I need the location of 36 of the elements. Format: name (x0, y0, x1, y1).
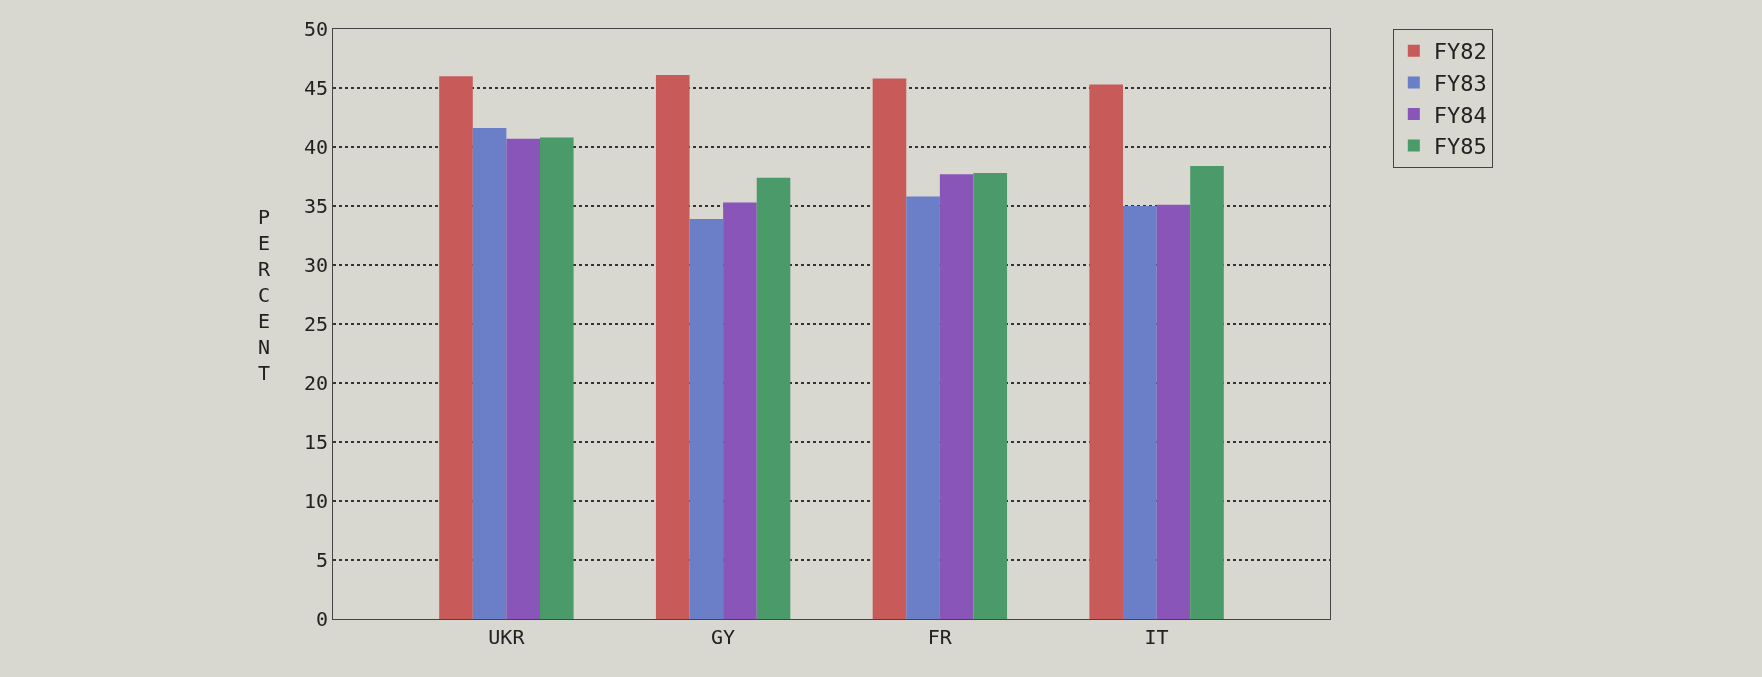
y-tick-label: 5 (315, 548, 328, 572)
y-tick-label: 45 (303, 76, 328, 100)
x-tick-label: UKR (488, 625, 526, 649)
legend-label: FY83 (1433, 70, 1487, 96)
bar (1156, 204, 1191, 619)
bar (1123, 206, 1157, 619)
bar (756, 177, 791, 619)
bar (906, 196, 940, 619)
bar (973, 172, 1008, 619)
bar (439, 76, 473, 619)
legend-label: FY85 (1433, 134, 1487, 160)
bar (939, 174, 974, 619)
bar (472, 128, 507, 619)
y-tick-label: 10 (303, 489, 328, 513)
legend-label: FY82 (1433, 39, 1487, 65)
bar (539, 137, 574, 619)
y-tick-label: 0 (315, 607, 328, 631)
y-tick-label: 40 (303, 135, 328, 159)
bar (1190, 165, 1224, 619)
bar (1089, 84, 1124, 619)
y-tick-label: 25 (303, 312, 328, 336)
legend-label: FY84 (1433, 102, 1487, 128)
bar (506, 138, 540, 619)
y-tick-label: 50 (303, 17, 328, 41)
x-tick-label: GY (711, 625, 736, 649)
y-tick-label: 20 (303, 371, 328, 395)
y-tick-label: 30 (303, 253, 328, 277)
x-tick-label: FR (927, 625, 953, 649)
bar (723, 202, 757, 619)
y-axis-title: PERCENT (258, 205, 271, 385)
bar (689, 218, 724, 619)
bar (872, 78, 907, 619)
y-tick-label: 15 (303, 430, 328, 454)
x-tick-label: IT (1144, 625, 1169, 649)
bar (655, 75, 690, 619)
y-tick-label: 35 (303, 194, 328, 218)
